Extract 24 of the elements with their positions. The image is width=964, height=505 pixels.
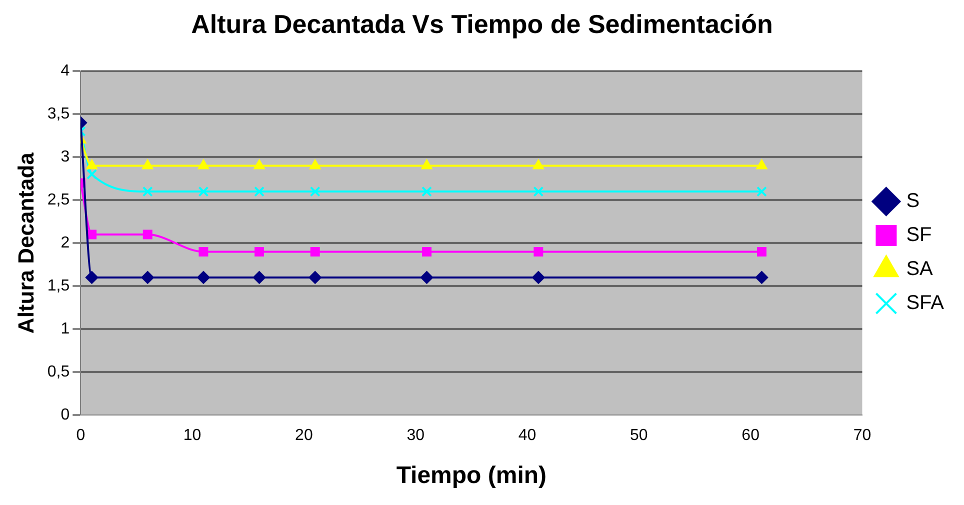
x-tick-label: 60	[742, 427, 760, 444]
y-tick-label: 1	[60, 320, 70, 338]
y-tick-label: 4	[60, 62, 70, 80]
legend-label: SF	[906, 224, 932, 246]
y-tick-label: 2,5	[47, 192, 70, 209]
x-tick-label: 50	[630, 427, 648, 444]
y-tick-label: 3,5	[47, 106, 70, 123]
y-tick-label: 1,5	[47, 277, 70, 294]
y-tick-label: 0,5	[47, 363, 70, 380]
x-tick-label: 20	[295, 427, 313, 444]
x-tick-label: 30	[406, 427, 425, 444]
x-axis-title: Tiempo (min)	[396, 462, 547, 490]
legend-label: SFA	[906, 292, 945, 314]
x-tick-label: 0	[76, 427, 86, 444]
legend-label: S	[906, 190, 920, 212]
x-tick-label: 40	[518, 427, 536, 444]
y-tick-label: 3	[60, 148, 70, 166]
y-tick-label: 2	[60, 234, 70, 252]
x-tick-label: 10	[183, 427, 202, 444]
x-tick-label: 70	[853, 427, 872, 444]
legend-label: SA	[906, 258, 934, 280]
y-tick-label: 0	[60, 406, 70, 424]
chart-title: Altura Decantada Vs Tiempo de Sedimentación	[191, 8, 773, 39]
y-axis-title: Altura Decantada	[13, 152, 38, 334]
